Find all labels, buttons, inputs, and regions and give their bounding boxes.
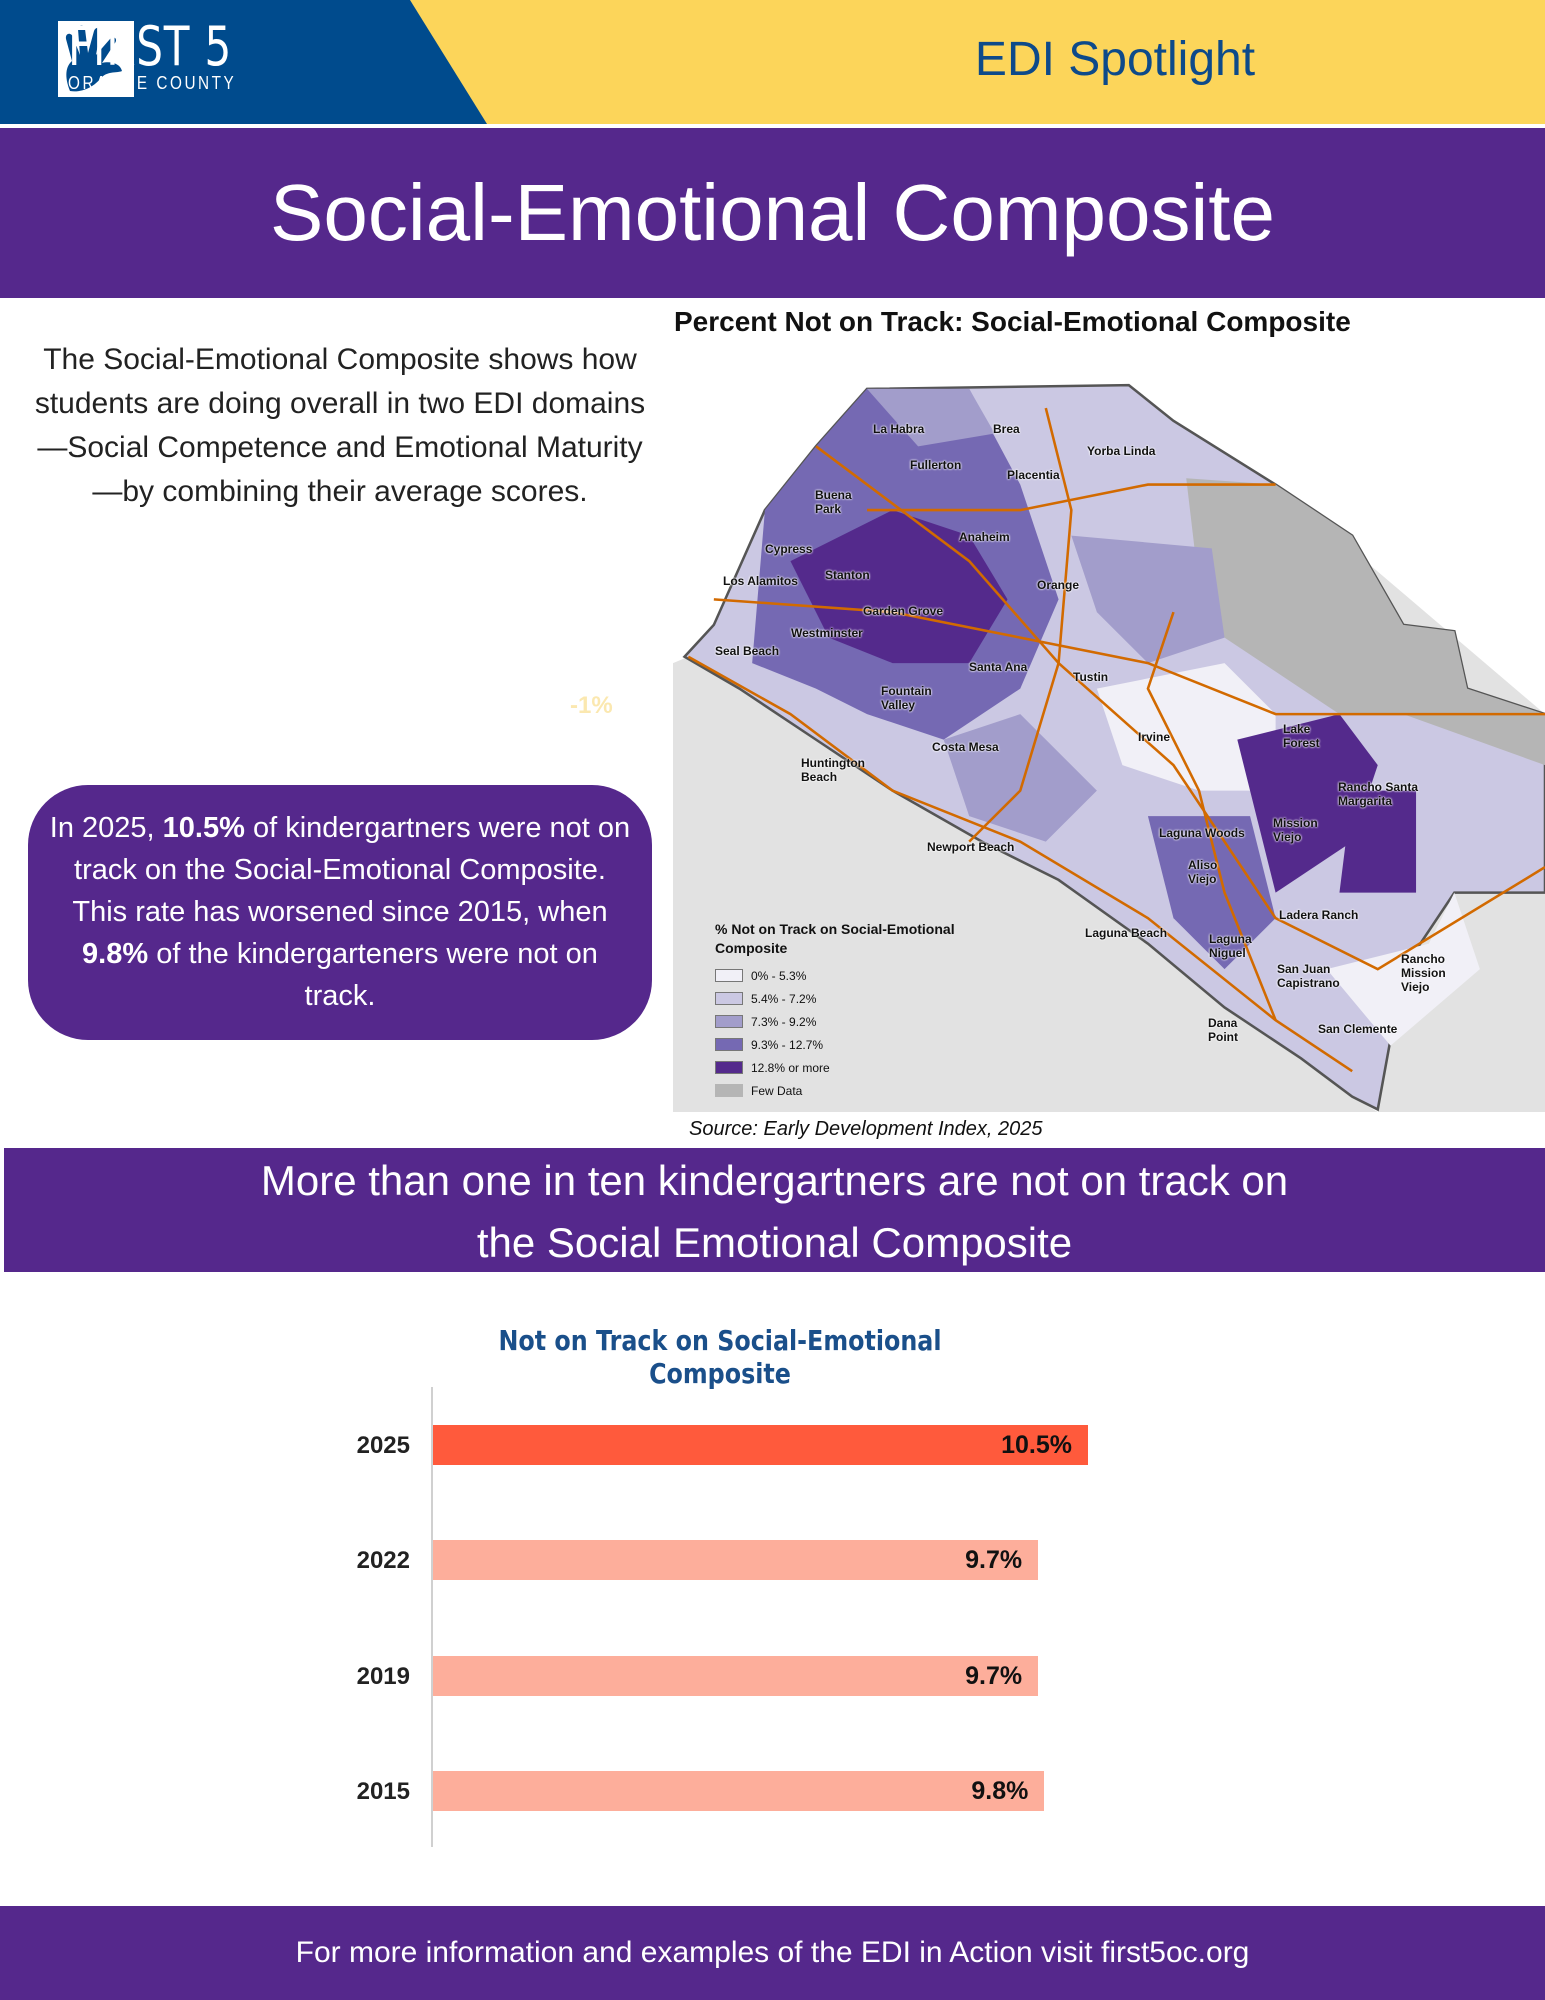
bar-category-label: 2015	[356, 1778, 410, 1805]
city-label: San Juan Capistrano	[1277, 962, 1340, 990]
bar-value-label: 9.7%	[965, 1546, 1023, 1574]
city-label: Tustin	[1073, 670, 1109, 684]
logo[interactable]: FIRST 5 ORANGE COUNTY	[58, 15, 278, 97]
banner-line: More than one in ten kindergartners are …	[260, 1157, 1289, 1204]
legend-item: 5.4% - 7.2%	[715, 987, 995, 1010]
header: FIRST 5 ORANGE COUNTY EDI Spotlight	[0, 0, 1545, 124]
city-label: Laguna Woods	[1159, 826, 1245, 840]
city-label: Seal Beach	[715, 644, 780, 658]
city-label: Laguna Beach	[1085, 926, 1168, 940]
city-label: Los Alamitos	[723, 574, 798, 588]
city-label: Newport Beach	[927, 840, 1015, 854]
city-label: Laguna Niguel	[1209, 932, 1252, 960]
callout-value-2015: 9.8%	[82, 938, 149, 970]
city-label: Huntington Beach	[801, 756, 865, 784]
city-label: Orange	[1037, 578, 1080, 592]
callout-text: In 2025,	[49, 812, 163, 844]
banner-line: the Social Emotional Composite	[476, 1219, 1073, 1266]
legend-title: % Not on Track on Social-Emotional Compo…	[715, 921, 955, 956]
bar-2015: 9.8%	[433, 1771, 1045, 1811]
page-title: Social-Emotional Composite	[0, 128, 1545, 298]
legend-label: 7.3% - 9.2%	[751, 1014, 817, 1029]
legend-item: Few Data	[715, 1079, 995, 1102]
city-label: Lake Forest	[1283, 722, 1320, 750]
legend-item: 0% - 5.3%	[715, 964, 995, 987]
logo-subtext: ORANGE COUNTY	[68, 73, 237, 93]
city-label: Ladera Ranch	[1279, 908, 1359, 922]
city-label: Fullerton	[910, 458, 962, 472]
map-title: Percent Not on Track: Social-Emotional C…	[674, 306, 1351, 337]
legend-label: Few Data	[751, 1083, 803, 1098]
bar-2019: 9.7%	[433, 1656, 1039, 1696]
faint-label: -1%	[570, 692, 613, 719]
bar-2025: 10.5%	[433, 1425, 1088, 1465]
city-label: Placentia	[1007, 468, 1060, 482]
city-label: Fountain Valley	[881, 684, 932, 712]
city-label: Stanton	[825, 568, 870, 582]
legend-label: 5.4% - 7.2%	[751, 991, 817, 1006]
callout-text: of the kindergarteners were not on track…	[148, 938, 598, 1012]
city-label: Costa Mesa	[932, 740, 999, 754]
bar-value-label: 9.7%	[965, 1662, 1023, 1690]
city-label: Dana Point	[1208, 1016, 1238, 1044]
city-label: Westminster	[791, 626, 863, 640]
bar-2022: 9.7%	[433, 1540, 1039, 1580]
map-legend: % Not on Track on Social-Emotional Compo…	[715, 920, 995, 1102]
city-label: Santa Ana	[969, 660, 1028, 674]
city-label: Mission Viejo	[1273, 816, 1318, 844]
callout-value-2025: 10.5%	[162, 812, 245, 844]
source-note: Source: Early Development Index, 2025	[689, 1118, 1043, 1140]
footer: For more information and examples of the…	[0, 1906, 1545, 2000]
bar-category-label: 2022	[356, 1547, 410, 1574]
headline-banner: More than one in ten kindergartners are …	[4, 1148, 1545, 1272]
legend-label: 9.3% - 12.7%	[751, 1037, 824, 1052]
logo-text: FIRST 5	[68, 15, 233, 78]
legend-label: 12.8% or more	[751, 1060, 830, 1075]
callout-text: of kindergartners were not on track on t…	[72, 812, 631, 928]
city-label: Brea	[993, 422, 1020, 436]
chart-axis	[431, 1387, 433, 1847]
intro-text: The Social-Emotional Composite shows how…	[34, 343, 646, 508]
bar-value-label: 9.8%	[971, 1777, 1029, 1805]
city-label: Aliso Viejo	[1188, 858, 1218, 886]
legend-label: 0% - 5.3%	[751, 968, 807, 983]
callout-box: In 2025, 10.5% of kindergartners were no…	[28, 785, 652, 1040]
legend-item: 7.3% - 9.2%	[715, 1010, 995, 1033]
city-label: Yorba Linda	[1087, 444, 1156, 458]
city-label: Garden Grove	[863, 604, 944, 618]
spotlight-title: EDI Spotlight	[974, 33, 1256, 86]
legend-item: 12.8% or more	[715, 1056, 995, 1079]
choropleth-map: La Habra Brea Yorba Linda Fullerton Plac…	[673, 380, 1545, 1112]
legend-item: 9.3% - 12.7%	[715, 1033, 995, 1056]
city-label: Buena Park	[815, 488, 852, 516]
city-label: San Clemente	[1318, 1022, 1398, 1036]
city-label: La Habra	[873, 422, 925, 436]
chart-title: Not on Track on Social-Emotional Composi…	[498, 1324, 942, 1390]
city-label: Irvine	[1138, 730, 1171, 744]
bar-category-label: 2019	[356, 1663, 410, 1690]
hand-icon	[58, 21, 134, 97]
bar-category-label: 2025	[356, 1432, 410, 1459]
bar-value-label: 10.5%	[1001, 1431, 1072, 1459]
city-label: Rancho Mission Viejo	[1401, 952, 1446, 994]
city-label: Cypress	[765, 542, 813, 556]
city-label: Anaheim	[959, 530, 1010, 544]
city-label: Rancho Santa Margarita	[1338, 780, 1419, 808]
